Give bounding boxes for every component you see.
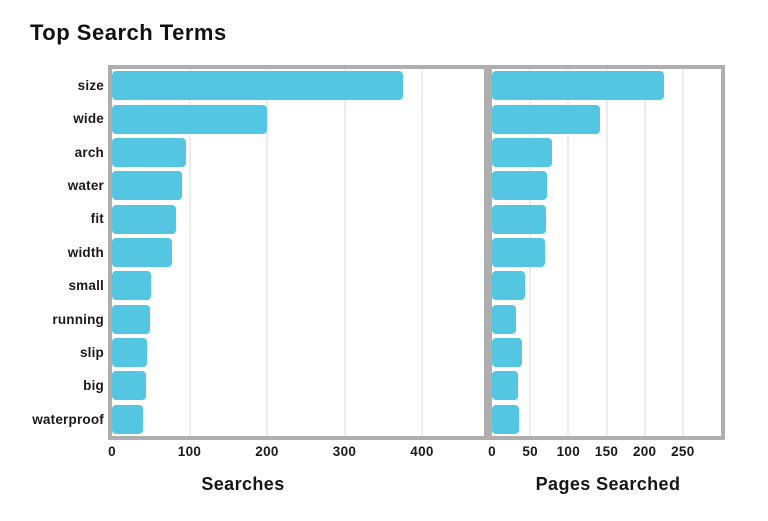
x-axis-label-searches: Searches	[201, 474, 285, 494]
bar-running-pages-searched	[492, 304, 517, 334]
bar-big-searches	[112, 371, 147, 401]
bar-fit-searches	[112, 204, 176, 234]
bar-slip-pages-searched	[492, 338, 522, 368]
bar-width-pages-searched	[492, 238, 546, 267]
gridline	[266, 69, 268, 436]
x-tick-label: 300	[332, 444, 357, 459]
bar-waterproof-pages-searched	[492, 404, 520, 434]
y-axis-label-waterproof: waterproof	[32, 411, 104, 427]
gridline	[343, 69, 346, 436]
bar-small-searches	[112, 271, 151, 301]
x-tick-label: 400	[410, 444, 434, 459]
bar-slip-searches	[112, 338, 147, 368]
gridline	[421, 69, 423, 436]
y-axis-label-fit: fit	[90, 211, 104, 227]
y-axis-label-arch: arch	[74, 144, 104, 160]
gridline	[605, 69, 608, 436]
bar-water-pages-searched	[492, 171, 547, 201]
x-tick-label: 150	[594, 444, 619, 459]
y-axis-label-wide: wide	[73, 111, 104, 127]
gridline	[567, 69, 570, 436]
x-tick-label: 100	[177, 444, 202, 459]
bar-arch-pages-searched	[492, 137, 552, 167]
chart-panel-searches	[108, 65, 488, 440]
bar-fit-pages-searched	[492, 204, 547, 234]
bar-small-pages-searched	[492, 271, 525, 301]
bar-size-searches	[112, 71, 403, 101]
y-axis-label-running: running	[52, 311, 104, 327]
x-tick-label: 0	[488, 444, 496, 459]
bar-big-pages-searched	[492, 371, 518, 401]
chart-panel-pages-searched	[488, 65, 725, 440]
bar-size-pages-searched	[492, 71, 664, 101]
bar-wide-pages-searched	[492, 104, 601, 134]
bar-waterproof-searches	[112, 404, 143, 434]
bar-running-searches	[112, 304, 150, 334]
y-axis-label-big: big	[83, 378, 104, 394]
x-tick-label: 200	[632, 444, 657, 459]
y-axis-label-water: water	[67, 178, 104, 194]
y-axis-label-size: size	[77, 78, 104, 93]
x-tick-label: 200	[255, 444, 279, 459]
bar-arch-searches	[112, 137, 186, 167]
x-tick-label: 250	[671, 444, 695, 459]
chart-title: Top Search Terms	[30, 20, 227, 45]
x-tick-label: 100	[556, 444, 581, 459]
bar-water-searches	[112, 171, 182, 201]
bar-width-searches	[112, 238, 173, 267]
y-axis-label-width: width	[67, 244, 104, 260]
x-tick-label: 50	[522, 444, 538, 459]
bar-wide-searches	[112, 104, 267, 134]
gridline	[188, 69, 191, 436]
x-tick-label: 0	[108, 444, 116, 459]
gridline	[681, 69, 684, 436]
y-axis-label-slip: slip	[79, 344, 104, 360]
gridline	[643, 69, 646, 436]
y-axis-label-small: small	[68, 278, 104, 294]
x-axis-label-pages-searched: Pages Searched	[535, 474, 681, 494]
